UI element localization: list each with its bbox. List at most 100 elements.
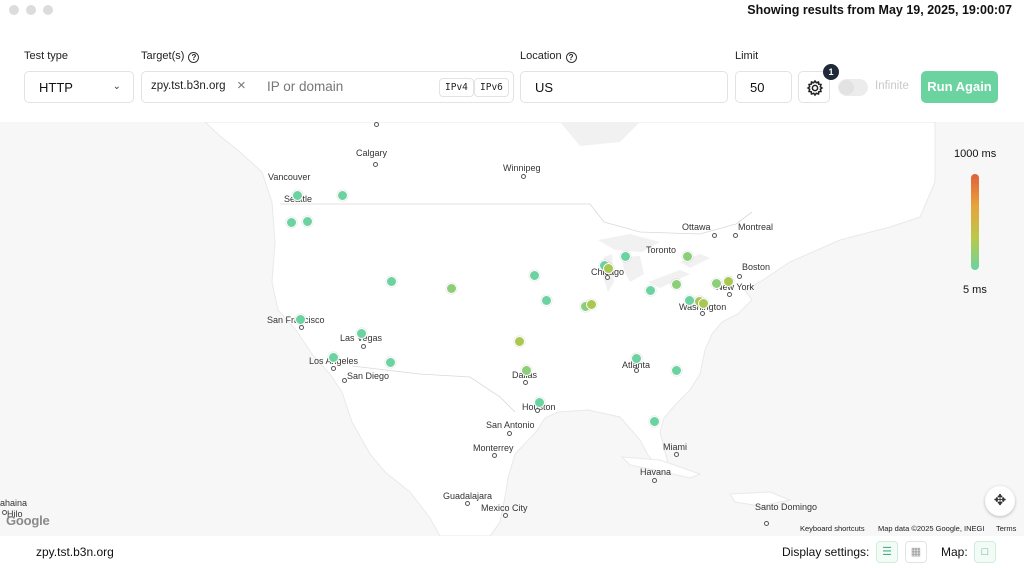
- city-dot: [523, 380, 528, 385]
- list-view-icon[interactable]: ☰: [876, 541, 898, 563]
- test-type-label: Test type: [24, 50, 69, 62]
- target-input[interactable]: IP or domain: [267, 79, 344, 94]
- city-label: Santo Domingo: [755, 502, 818, 512]
- terms-link[interactable]: Terms: [996, 524, 1017, 533]
- city-label: New York: [716, 282, 755, 292]
- infinite-toggle[interactable]: [838, 79, 868, 96]
- google-logo: Google: [6, 513, 50, 528]
- probe-marker[interactable]: [295, 314, 306, 325]
- probe-marker[interactable]: [603, 263, 614, 274]
- settings-button[interactable]: [798, 71, 830, 103]
- window-close-button[interactable]: [9, 5, 19, 15]
- targets-label: Target(s)?: [141, 50, 200, 63]
- location-input[interactable]: US: [520, 71, 728, 103]
- results-map[interactable]: Calgary Vancouver Seattle Winnipeg Ottaw…: [0, 122, 1024, 536]
- test-type-value: HTTP: [39, 80, 73, 95]
- city-label: San Antonio: [486, 420, 535, 430]
- results-timestamp: Showing results from May 19, 2025, 19:00…: [747, 3, 1012, 17]
- city-dot: [521, 174, 526, 179]
- table-view-icon[interactable]: ▦: [905, 541, 927, 563]
- probe-marker[interactable]: [711, 278, 722, 289]
- city-label: Toronto: [646, 245, 677, 255]
- city-dot: [465, 501, 470, 506]
- probe-marker[interactable]: [723, 276, 734, 287]
- city-label: Ottawa: [682, 222, 711, 232]
- city-label: Boston: [742, 262, 771, 272]
- help-icon[interactable]: ?: [188, 52, 200, 63]
- ipv4-button[interactable]: IPv4: [439, 78, 474, 97]
- chevron-down-icon: ⌄: [112, 81, 121, 92]
- city-dot: [712, 233, 717, 238]
- city-dot: [361, 344, 366, 349]
- city-label: Havana: [640, 467, 672, 477]
- probe-marker[interactable]: [446, 283, 457, 294]
- probe-marker[interactable]: [286, 217, 297, 228]
- city-dot: [733, 233, 738, 238]
- city-dot: [374, 122, 379, 127]
- probe-marker[interactable]: [698, 298, 709, 309]
- display-settings-label: Display settings:: [782, 545, 870, 559]
- city-dot: [503, 513, 508, 518]
- probe-marker[interactable]: [356, 328, 367, 339]
- probe-marker[interactable]: [671, 365, 682, 376]
- probe-marker[interactable]: [302, 216, 313, 227]
- probe-marker[interactable]: [337, 190, 348, 201]
- probe-marker[interactable]: [645, 285, 656, 296]
- latency-legend-bar: [971, 174, 979, 270]
- city-dot: [737, 274, 742, 279]
- help-icon[interactable]: ?: [565, 52, 577, 63]
- keyboard-shortcuts-link[interactable]: Keyboard shortcuts: [800, 524, 865, 533]
- city-dot: [605, 275, 610, 280]
- probe-marker[interactable]: [292, 190, 303, 201]
- city-label: Winnipeg: [503, 163, 541, 173]
- city-dot: [299, 325, 304, 330]
- probe-marker[interactable]: [529, 270, 540, 281]
- legend-min-label: 5 ms: [963, 284, 987, 296]
- location-value: US: [535, 80, 554, 95]
- window-minimize-button[interactable]: [26, 5, 36, 15]
- probe-marker[interactable]: [328, 352, 339, 363]
- remove-target-icon[interactable]: ×: [237, 77, 246, 94]
- city-label: Vancouver: [268, 172, 311, 182]
- probe-marker[interactable]: [631, 353, 642, 364]
- gear-icon: [806, 79, 824, 97]
- probe-marker[interactable]: [385, 357, 396, 368]
- probe-marker[interactable]: [586, 299, 597, 310]
- probe-marker[interactable]: [649, 416, 660, 427]
- city-dot: [727, 292, 732, 297]
- probe-marker[interactable]: [521, 365, 532, 376]
- limit-input[interactable]: 50: [735, 71, 792, 103]
- city-dot: [764, 521, 769, 526]
- probe-marker[interactable]: [514, 336, 525, 347]
- probe-marker[interactable]: [541, 295, 552, 306]
- city-label: Montreal: [738, 222, 774, 232]
- limit-label: Limit: [735, 50, 759, 62]
- probe-marker[interactable]: [620, 251, 631, 262]
- city-dot: [2, 510, 7, 515]
- city-dot: [700, 311, 705, 316]
- map-view-icon[interactable]: □: [974, 541, 996, 563]
- map-data-attribution: Map data ©2025 Google, INEGI: [878, 524, 985, 533]
- city-label: Miami: [663, 442, 687, 452]
- location-label: Location?: [520, 50, 577, 63]
- window-zoom-button[interactable]: [43, 5, 53, 15]
- test-type-select[interactable]: HTTP ⌄: [24, 71, 134, 103]
- ipv6-button[interactable]: IPv6: [474, 78, 509, 97]
- map-label: Map:: [941, 545, 968, 559]
- city-label: Calgary: [356, 148, 388, 158]
- probe-marker[interactable]: [386, 276, 397, 287]
- city-dot: [652, 478, 657, 483]
- city-dot: [507, 431, 512, 436]
- probe-marker[interactable]: [671, 279, 682, 290]
- settings-count-badge: 1: [823, 64, 839, 80]
- city-label: Hilo: [7, 509, 23, 519]
- targets-field[interactable]: zpy.tst.b3n.org × IP or domain IPv4 IPv6: [141, 71, 514, 103]
- city-dot: [331, 366, 336, 371]
- city-label: Monterrey: [473, 443, 514, 453]
- map-fullscreen-button[interactable]: ✥: [985, 486, 1015, 516]
- probe-marker[interactable]: [682, 251, 693, 262]
- run-again-button[interactable]: Run Again: [921, 71, 998, 103]
- city-dot: [373, 162, 378, 167]
- probe-marker[interactable]: [534, 397, 545, 408]
- target-chip: zpy.tst.b3n.org: [151, 80, 226, 92]
